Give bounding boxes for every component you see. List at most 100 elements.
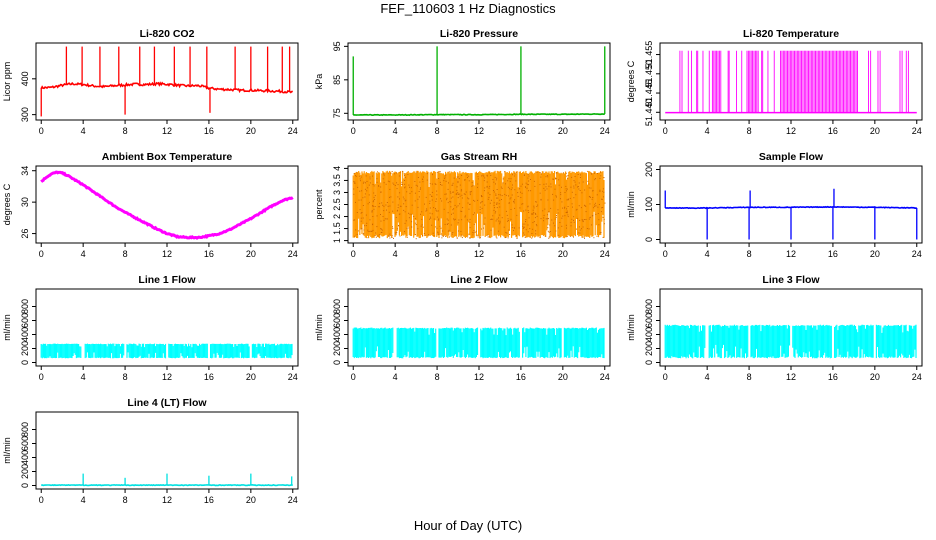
rh-point xyxy=(408,212,410,214)
rh-point xyxy=(599,190,601,192)
rh-point xyxy=(535,213,537,215)
rh-point xyxy=(481,175,483,177)
rh-point xyxy=(581,219,583,221)
rh-point xyxy=(534,217,536,219)
rh-point xyxy=(495,220,497,222)
x-tick-label: 8 xyxy=(747,249,752,259)
rh-point xyxy=(552,193,554,195)
rh-point xyxy=(587,180,589,182)
rh-point xyxy=(422,176,424,178)
rh-point xyxy=(403,209,405,211)
rh-point xyxy=(534,185,536,187)
y-axis-label: ml/min xyxy=(626,314,636,341)
x-tick-label: 16 xyxy=(516,372,526,382)
rh-point xyxy=(523,227,525,229)
rh-point xyxy=(479,206,481,208)
rh-point xyxy=(526,187,528,189)
rh-point xyxy=(578,226,580,228)
x-tick-label: 8 xyxy=(747,126,752,136)
rh-point xyxy=(567,206,569,207)
rh-point xyxy=(468,198,470,200)
rh-point xyxy=(448,229,450,231)
rh-point xyxy=(499,214,501,216)
rh-point xyxy=(522,225,524,227)
x-tick-label: 8 xyxy=(123,126,128,136)
rh-point xyxy=(520,185,522,187)
rh-point xyxy=(450,206,452,208)
rh-point xyxy=(513,227,515,229)
rh-point xyxy=(465,191,467,193)
rh-point xyxy=(479,237,481,239)
y-tick-label: 2.5 xyxy=(332,198,342,211)
rh-point xyxy=(532,212,534,214)
rh-point xyxy=(576,228,577,230)
y-tick-label: 200 xyxy=(20,464,30,479)
rh-point xyxy=(496,202,498,204)
y-tick-label: 0 xyxy=(644,360,654,365)
rh-point xyxy=(601,198,603,200)
rh-point xyxy=(421,224,423,226)
rh-point xyxy=(535,224,537,226)
rh-point xyxy=(536,225,538,227)
rh-point xyxy=(461,194,463,196)
rh-point xyxy=(442,235,444,237)
y-tick-label: 26 xyxy=(20,229,30,239)
rh-point xyxy=(438,171,440,173)
rh-point xyxy=(446,224,448,225)
series-ambient-temp xyxy=(40,170,294,240)
rh-point xyxy=(584,205,586,207)
rh-point xyxy=(566,175,568,177)
panel-title: Line 4 (LT) Flow xyxy=(127,397,207,409)
rh-point xyxy=(429,200,431,202)
rh-point xyxy=(469,192,471,194)
x-tick-label: 20 xyxy=(558,372,568,382)
rh-point xyxy=(486,186,488,188)
y-tick-label: 75 xyxy=(332,108,342,118)
rh-point xyxy=(426,173,428,175)
rh-point xyxy=(435,226,437,228)
rh-point xyxy=(566,199,568,201)
x-tick-label: 24 xyxy=(288,249,298,259)
y-tick-label: 95 xyxy=(332,41,342,51)
y-tick-label: 400 xyxy=(644,327,654,342)
rh-point xyxy=(550,183,552,185)
rh-point xyxy=(510,189,512,191)
rh-point xyxy=(477,178,479,180)
rh-point xyxy=(597,213,599,214)
rh-point xyxy=(520,197,522,198)
rh-point xyxy=(510,197,512,199)
x-tick-label: 16 xyxy=(828,372,838,382)
x-tick-label: 0 xyxy=(39,249,44,259)
rh-point xyxy=(396,210,398,212)
rh-point xyxy=(392,182,394,184)
rh-point xyxy=(459,184,461,186)
rh-point xyxy=(550,207,552,209)
y-tick-label: 800 xyxy=(20,422,30,437)
panel-title: Gas Stream RH xyxy=(441,151,517,163)
rh-point xyxy=(378,234,380,236)
rh-point xyxy=(415,224,417,226)
rh-point xyxy=(392,201,394,203)
rh-point xyxy=(523,234,525,236)
rh-point xyxy=(584,189,586,191)
rh-point xyxy=(529,228,531,230)
rh-point xyxy=(383,174,385,176)
rh-point xyxy=(545,183,547,185)
rh-point xyxy=(477,199,479,201)
rh-point xyxy=(553,222,554,224)
rh-point xyxy=(389,233,391,235)
rh-point xyxy=(448,171,450,173)
rh-point xyxy=(513,175,515,177)
rh-point xyxy=(475,230,477,232)
rh-point xyxy=(540,176,542,178)
series-line xyxy=(40,170,294,240)
rh-point xyxy=(389,205,391,207)
rh-point xyxy=(586,228,588,229)
rh-point xyxy=(409,213,411,215)
rh-point xyxy=(564,192,566,193)
rh-point xyxy=(566,212,568,214)
rh-point xyxy=(509,188,511,190)
rh-point xyxy=(472,234,474,236)
rh-point xyxy=(372,175,373,177)
rh-point xyxy=(523,232,525,234)
